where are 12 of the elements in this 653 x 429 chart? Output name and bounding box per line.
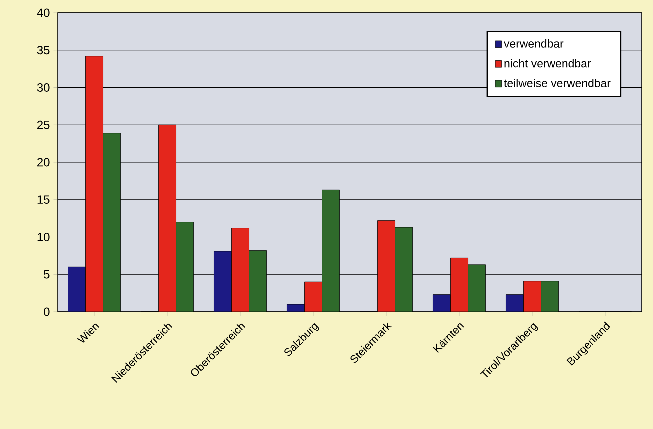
y-tick-label: 30 [37, 84, 50, 92]
legend-label: teilweise verwendbar [504, 79, 611, 88]
legend-label: nicht verwendbar [504, 59, 592, 68]
y-tick-label: 10 [38, 233, 50, 242]
y-tick-label: 15 [38, 196, 50, 204]
y-tick-label: 20 [38, 158, 50, 167]
y-tick-label: 35 [37, 46, 50, 55]
y-tick-label: 40 [37, 8, 50, 18]
y-tick-label: 5 [44, 270, 50, 279]
y-tick-label: 0 [44, 308, 50, 316]
y-tick-label: 25 [38, 120, 50, 130]
legend-label: verwendbar [504, 40, 564, 48]
